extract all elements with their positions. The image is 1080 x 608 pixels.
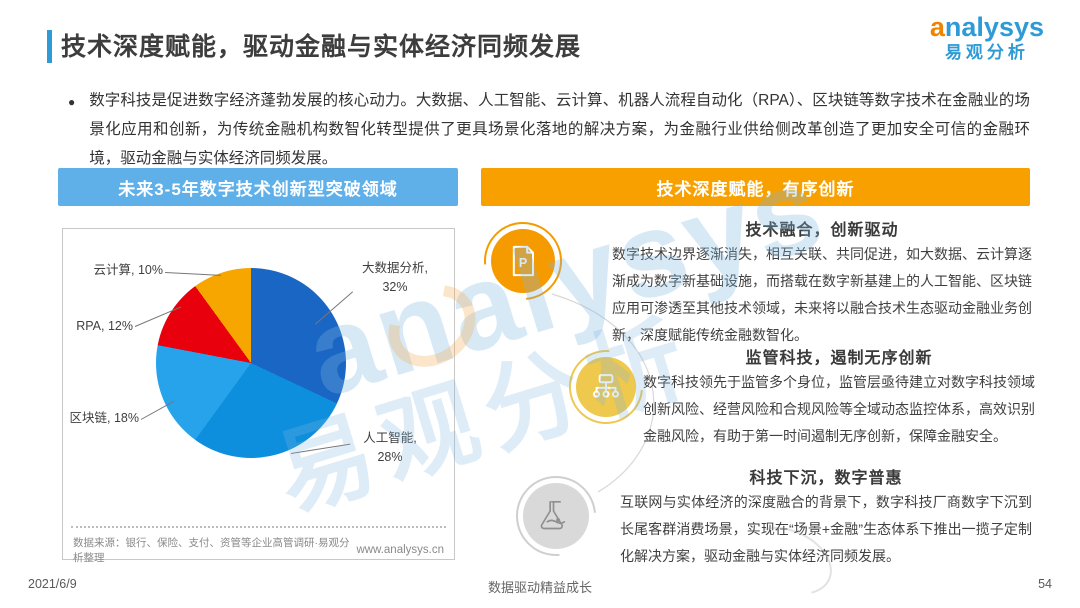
right-section-header: 技术深度赋能，有序创新 xyxy=(481,168,1030,206)
pie-chart-panel: 云计算, 10% RPA, 12% 区块链, 18% 大数据分析, 32% 人工… xyxy=(62,228,455,564)
page-number: 54 xyxy=(1038,577,1052,591)
section-title-3: 科技下沉，数字普惠 xyxy=(749,470,903,487)
title-accent-bar xyxy=(47,30,52,63)
section-body-1: 数字技术边界逐渐消失，相互关联、共同促进，如大数据、云计算逐渐成为数字新基础设施… xyxy=(612,246,1032,343)
data-source-note: 数据来源：银行、保险、支付、资管等企业高管调研·易观分析整理 xyxy=(73,537,350,564)
document-p-icon: P xyxy=(491,229,555,293)
section-title-1: 技术融合，创新驱动 xyxy=(745,222,899,239)
section-title-2: 监管科技，遏制无序创新 xyxy=(745,350,933,367)
bullet-icon: ● xyxy=(68,95,76,109)
flask-icon xyxy=(523,483,589,549)
dotted-divider xyxy=(71,526,446,528)
pie-chart xyxy=(156,268,346,458)
analysys-logo: analysys 易观分析 xyxy=(930,12,1044,63)
pie-label-rpa: RPA, 12% xyxy=(76,319,133,333)
pie-label-blockchain: 区块链, 18% xyxy=(69,411,139,425)
footer-date: 2021/6/9 xyxy=(28,577,77,591)
icon-regtech xyxy=(553,334,659,440)
intro-text: 数字科技是促进数字经济蓬勃发展的核心动力。大数据、人工智能、云计算、机器人流程自… xyxy=(89,92,1030,167)
org-chart-icon xyxy=(576,357,636,417)
intro-block: ● 数字科技是促进数字经济蓬勃发展的核心动力。大数据、人工智能、云计算、机器人流… xyxy=(64,86,1030,173)
icon-tech-inclusion xyxy=(499,459,613,573)
section-body-3: 互联网与实体经济的深度融合的背景下，数字科技厂商数字下沉到长尾客群消费场景，实现… xyxy=(620,494,1032,564)
source-row: 数据来源：银行、保险、支付、资管等企业高管调研·易观分析整理 www.analy… xyxy=(73,535,444,565)
icon-tech-fusion: P xyxy=(468,206,578,316)
website-link: www.analysys.cn xyxy=(356,544,444,556)
section-body-2: 数字科技领先于监管多个身位，监管层亟待建立对数字科技领域创新风险、经营风险和合规… xyxy=(643,374,1035,444)
logo-text: nalysys xyxy=(944,12,1044,42)
footer-slogan: 数据驱动精益成长 xyxy=(487,580,592,595)
pie-label-bigdata: 大数据分析, 32% xyxy=(362,261,428,294)
logo-wordmark: analysys xyxy=(930,12,1044,43)
pie-label-cloud: 云计算, 10% xyxy=(93,263,163,277)
logo-chinese: 易观分析 xyxy=(944,43,1029,63)
pie-label-ai: 人工智能, 28% xyxy=(363,431,417,464)
svg-text:P: P xyxy=(519,256,527,270)
left-section-header: 未来3-5年数字技术创新型突破领域 xyxy=(58,168,458,206)
page-title: 技术深度赋能，驱动金融与实体经济同频发展 xyxy=(61,33,582,61)
logo-swirl-a: a xyxy=(929,12,945,42)
